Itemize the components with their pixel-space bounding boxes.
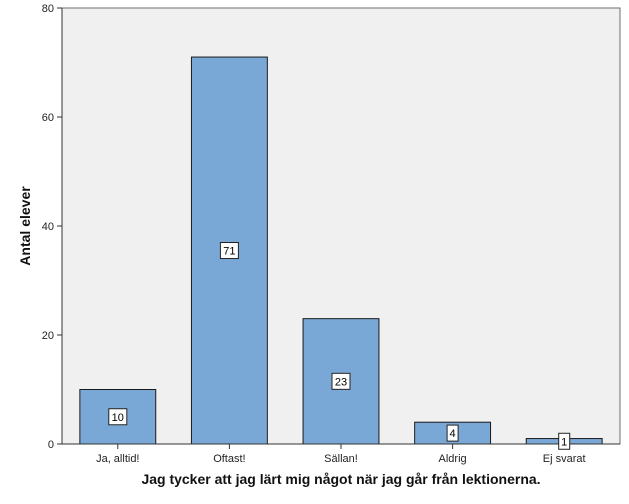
y-tick-label: 40 [42,221,54,233]
data-label-box [558,432,571,450]
data-label: 23 [335,376,347,388]
x-tick-label: Ja, alltid! [96,453,139,465]
y-axis-title: Antal elever [17,186,33,266]
y-tick-label: 0 [48,439,54,451]
y-tick-label: 20 [42,330,54,342]
x-tick-label: Oftast! [213,453,245,465]
data-label: 10 [112,412,124,424]
data-label-box [331,372,351,390]
data-labels-layer: 10 71 23 4 1 [108,242,571,450]
data-label: 1 [561,436,567,448]
x-tick-label: Aldrig [439,453,467,465]
x-axis-title: Jag tycker att jag lärt mig något när ja… [141,471,540,487]
data-label: 4 [450,428,456,440]
data-label-box [446,424,459,442]
data-label: 71 [223,246,235,258]
x-tick-label: Ej svarat [543,453,586,465]
data-label-box [219,242,239,260]
axes-layer: 0 20 40 60 80 Ja, alltid! Oftast! Sällan! Aldrig… [42,3,620,465]
x-tick-label: Sällan! [324,453,358,465]
y-tick-label: 60 [42,112,54,124]
y-tick-label: 80 [42,3,54,15]
data-label-box [108,408,128,426]
